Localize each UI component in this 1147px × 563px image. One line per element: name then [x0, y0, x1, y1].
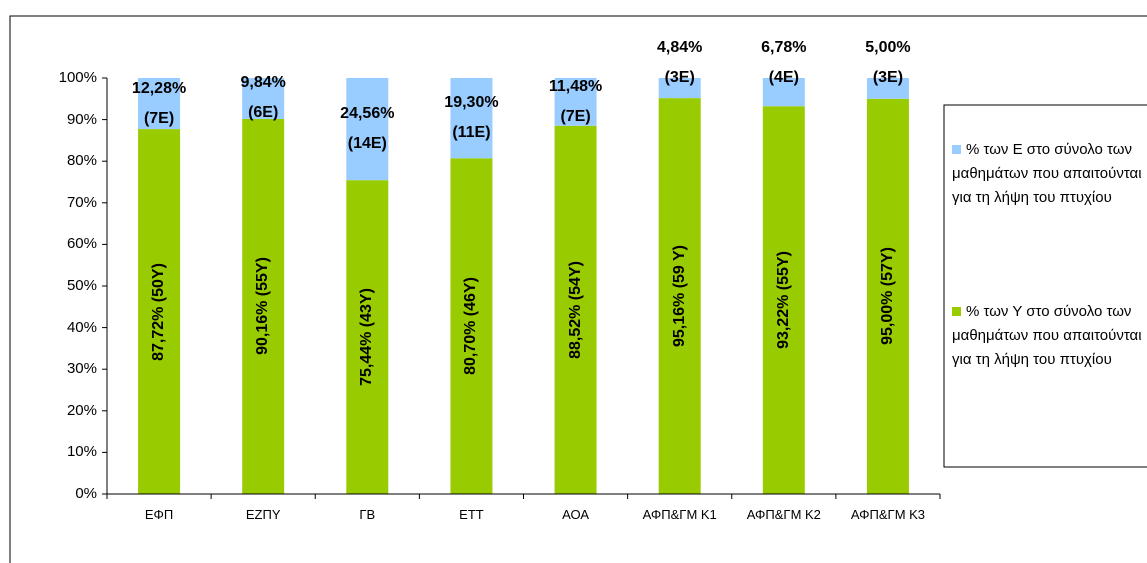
bar-segment: [658, 78, 701, 99]
y-tick-label: 10%: [66, 443, 97, 461]
legend-label: % των Υ στο σύνολο των μαθημάτων που απα…: [952, 303, 1142, 368]
bar-segment: [866, 78, 909, 99]
bar-segment: [346, 78, 389, 181]
x-tick-label: ΕΖΠΥ: [245, 507, 281, 522]
bar-segment: [450, 78, 493, 159]
y-tick-label: 90%: [66, 110, 97, 128]
legend-box: [943, 104, 1147, 468]
x-tick-label: ΑΦΠ&ΓΜ Κ3: [850, 507, 926, 522]
y-tick-label: 80%: [66, 152, 97, 170]
y-tick-label: 40%: [66, 318, 97, 336]
value-label: 5,00% (3Ε): [865, 39, 911, 86]
legend-label: % των Ε στο σύνολο των μαθημάτων που απα…: [952, 141, 1142, 206]
value-label: 12,28% (7Ε): [131, 79, 187, 127]
value-label: 11,48% (7Ε): [548, 77, 603, 125]
y-tick-label: 0%: [75, 485, 97, 502]
bar-segment: [658, 98, 701, 494]
legend-entry: % των Υ στο σύνολο των μαθημάτων που απα…: [952, 300, 1147, 372]
legend-entry: % των Ε στο σύνολο των μαθημάτων που απα…: [952, 138, 1147, 210]
value-label: 87,72% (50Υ): [149, 262, 167, 361]
bar-segment: [554, 125, 597, 494]
x-tick-label: ΑΦΠ&ΓΜ Κ2: [746, 507, 821, 522]
bar-segment: [866, 98, 909, 495]
x-tick-label: ΕΤΤ: [459, 507, 484, 522]
value-label: 88,52% (54Υ): [566, 260, 584, 359]
y-tick-label: 100%: [58, 69, 97, 86]
value-label: 24,56% (14Ε): [340, 105, 395, 153]
value-label: 75,44% (43Υ): [358, 288, 376, 386]
value-label: 6,78% (4Ε): [761, 39, 807, 86]
bar-segment: [762, 78, 805, 107]
bar-segment: [138, 78, 181, 130]
value-label: 95,16% (59 Υ): [670, 245, 688, 348]
bar-segment: [346, 180, 389, 494]
bar-segment: [242, 78, 285, 119]
value-label: 80,70% (46Υ): [462, 277, 480, 376]
y-tick-label: 60%: [66, 235, 97, 253]
y-tick-label: 30%: [66, 360, 97, 378]
y-tick-label: 70%: [66, 193, 97, 211]
value-label: 4,84% (3Ε): [657, 39, 703, 86]
value-label: 90,16% (55Υ): [254, 257, 272, 356]
value-label: 95,00% (57Υ): [878, 247, 896, 346]
y-tick-label: 20%: [66, 401, 97, 419]
bar-segment: [554, 78, 597, 126]
value-label: 19,30% (11Ε): [444, 94, 499, 142]
chart-frame: [9, 15, 1147, 563]
x-tick-label: ΕΦΠ: [144, 507, 174, 522]
value-label: 9,84% (6Ε): [240, 74, 286, 122]
y-tick-label: 50%: [66, 277, 97, 294]
bar-segment: [762, 106, 805, 494]
x-tick-label: ΑΟΑ: [562, 507, 590, 522]
x-tick-label: ΓΒ: [359, 507, 376, 522]
legend-swatch: [952, 307, 961, 316]
bar-segment: [450, 158, 493, 494]
x-tick-label: ΑΦΠ&ΓΜ Κ1: [642, 507, 717, 522]
value-label: 93,22% (55Υ): [774, 251, 792, 350]
legend-swatch: [952, 145, 961, 154]
bar-segment: [242, 118, 285, 495]
bar-segment: [138, 129, 181, 495]
